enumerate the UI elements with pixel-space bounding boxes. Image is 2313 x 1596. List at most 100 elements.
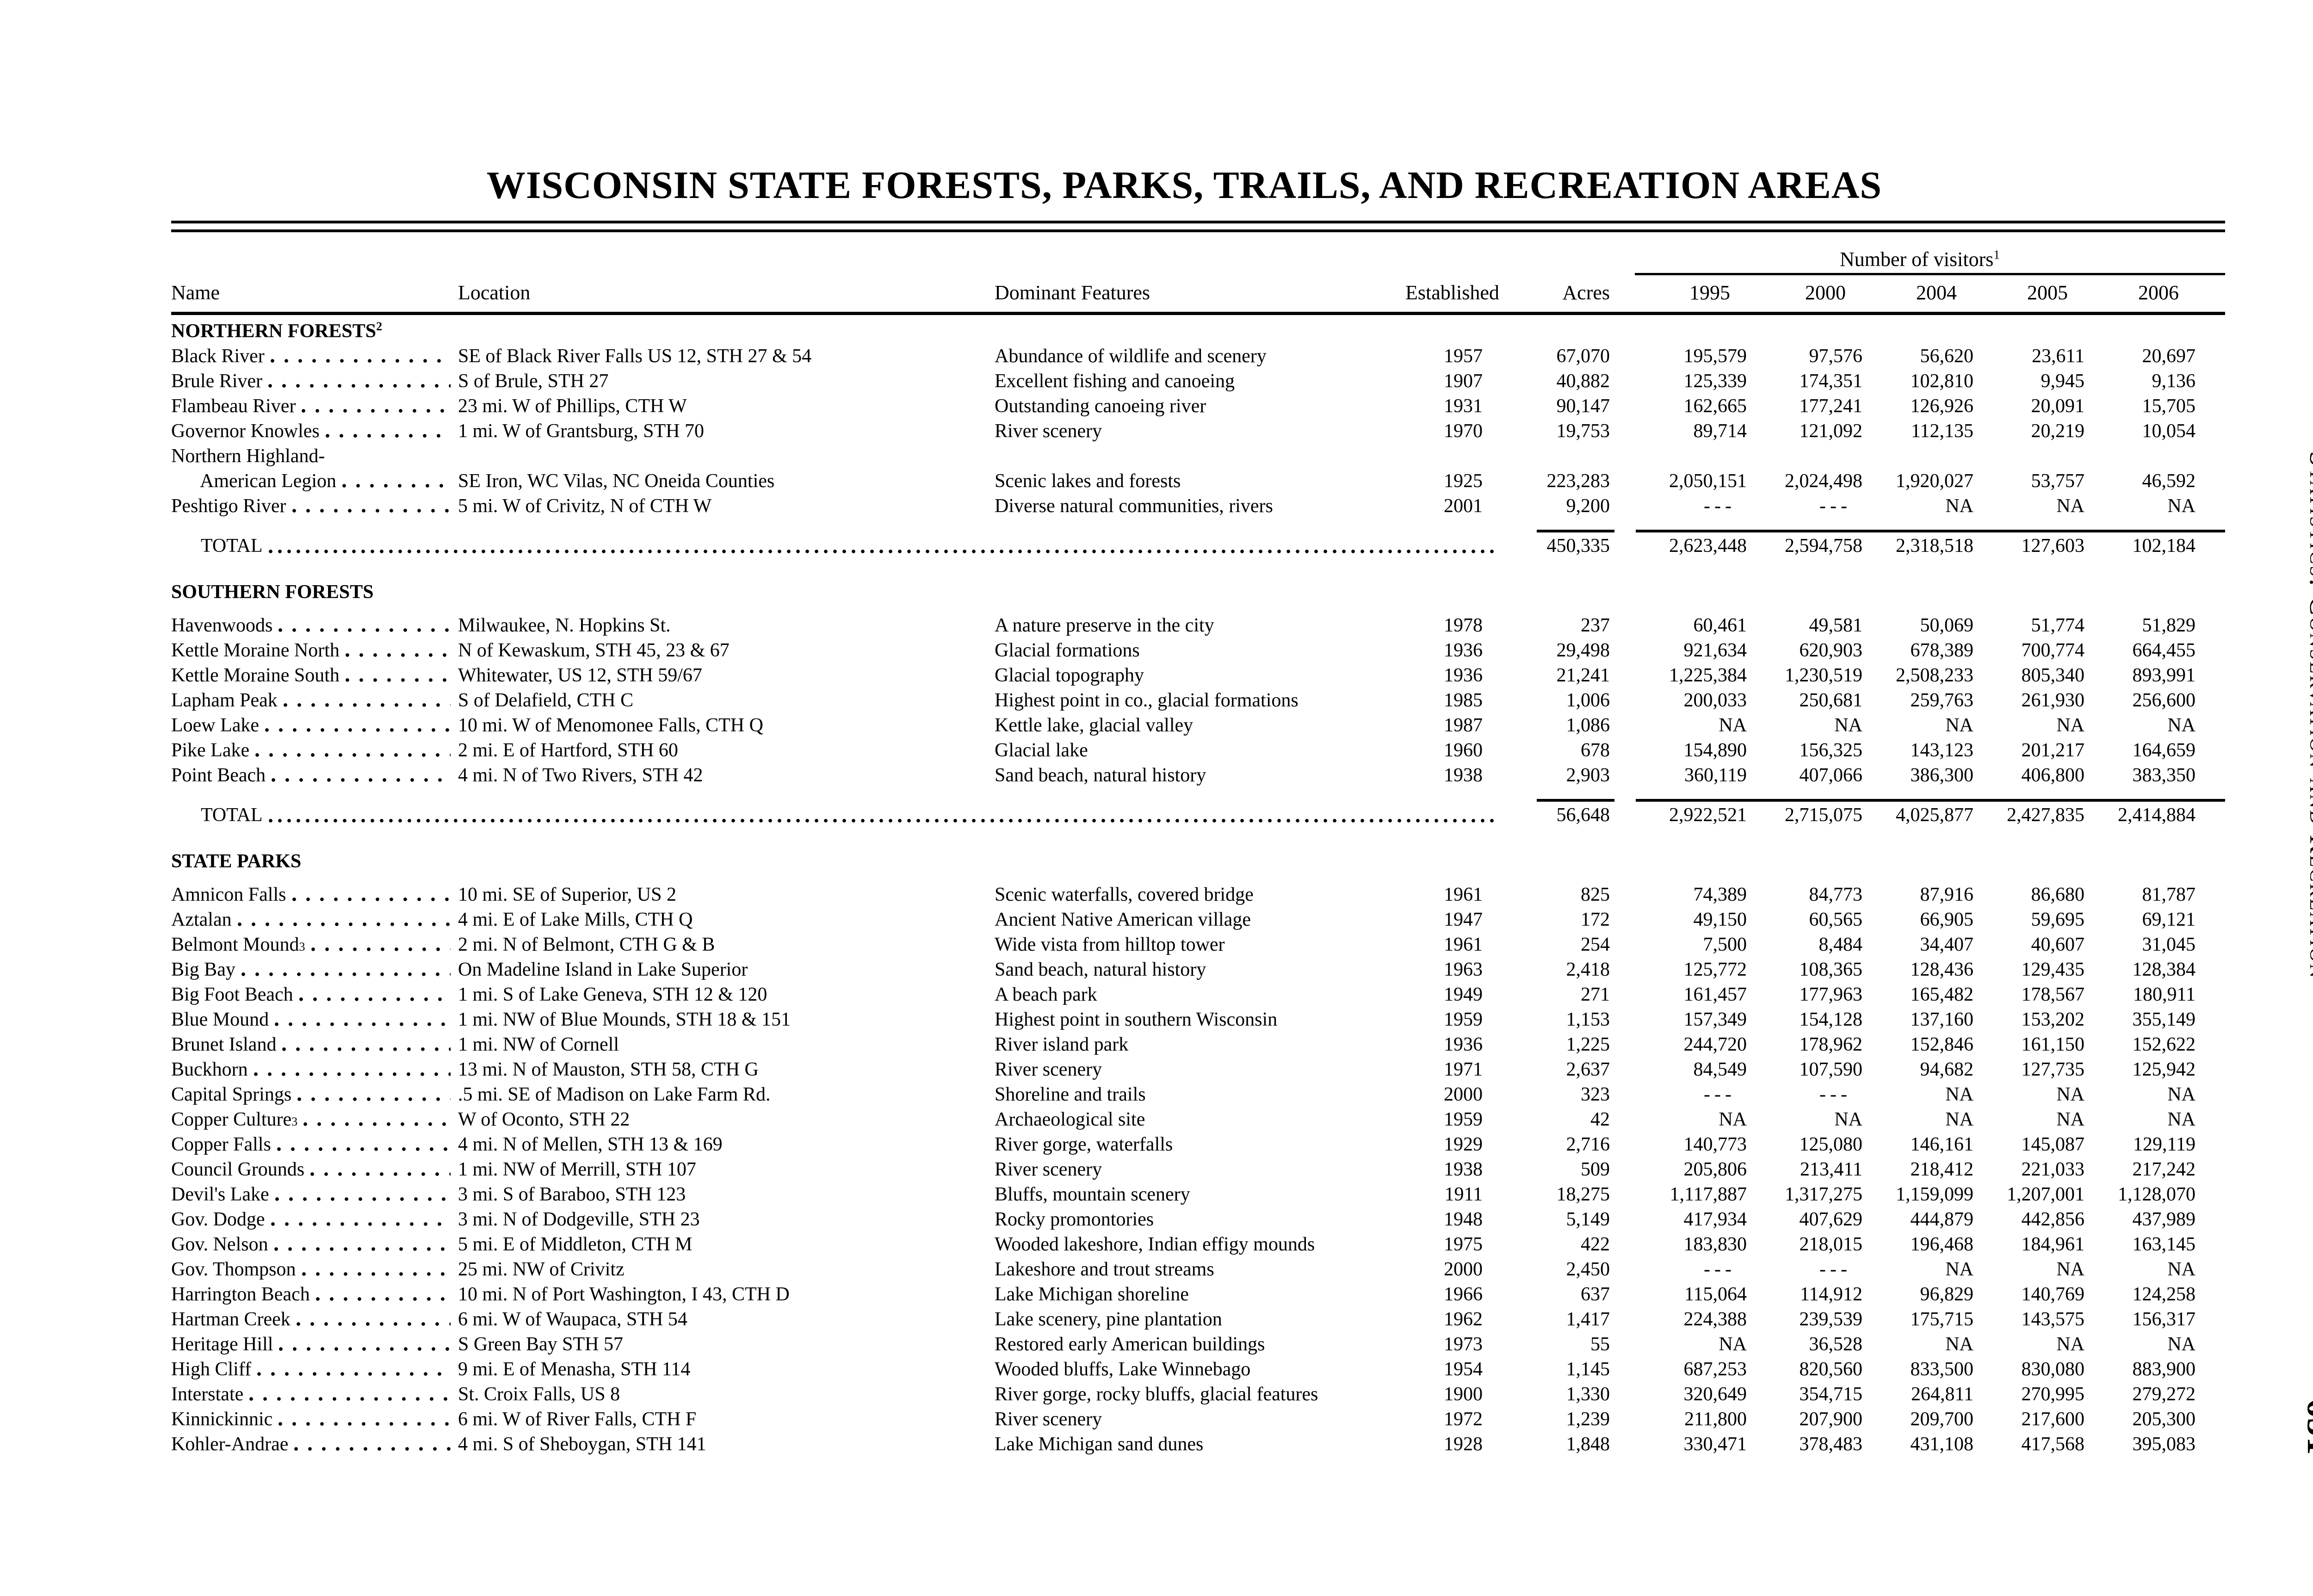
park-name: Point Beach (171, 765, 266, 786)
park-name: Interstate (171, 1384, 244, 1405)
acres-cell: 2,418 (1566, 959, 1610, 980)
established-cell: 2000 (1444, 1259, 1483, 1280)
leader-dots (268, 383, 451, 389)
section-heading-row: STATE PARKS (171, 849, 2197, 874)
visitors-1995-cell: 125,339 (1683, 371, 1747, 392)
visitors-1995-cell: 1,117,887 (1670, 1184, 1747, 1205)
park-name-cell: Hartman Creek (171, 1307, 458, 1332)
park-name-cell: Blue Mound (171, 1007, 458, 1032)
features-cell: River gorge, rocky bluffs, glacial featu… (995, 1384, 1318, 1405)
leader-dots (297, 1096, 451, 1102)
established-cell (1365, 444, 1503, 469)
total-2005-cell: 127,603 (2021, 535, 2085, 557)
total-rule-row (171, 791, 2225, 802)
table-row: Blue Mound 1 mi. NW of Blue Mounds, STH … (171, 1007, 2197, 1032)
acres-cell: 678 (1581, 740, 1610, 761)
leader-dots (265, 727, 451, 733)
visitors-2005-cell: NA (2056, 1109, 2084, 1130)
park-name-cell: Devil's Lake (171, 1182, 458, 1207)
visitors-2000-cell: 407,629 (1799, 1209, 1863, 1230)
location-cell: .5 mi. SE of Madison on Lake Farm Rd. (458, 1084, 771, 1105)
park-name: Kettle Moraine South (171, 665, 340, 686)
visitors-1995-cell: 115,064 (1684, 1284, 1747, 1305)
table-row: Copper Culture 3 W of Oconto, STH 22 Arch… (171, 1107, 2197, 1132)
total-acres-cell: 450,335 (1546, 535, 1610, 557)
visitors-2004-cell: 218,412 (1910, 1159, 1974, 1180)
leader-dots (345, 652, 451, 658)
features-cell: Lakeshore and trout streams (995, 1259, 1214, 1280)
table-row: Gov. Nelson 5 mi. E of Middleton, CTH M … (171, 1232, 2197, 1257)
acres-cell: 40,882 (1556, 371, 1610, 392)
visitors-2005-cell (1975, 444, 2086, 469)
visitors-2000-cell: 174,351 (1799, 371, 1863, 392)
visitors-2004-cell: 96,829 (1920, 1284, 1974, 1305)
visitors-2000-cell: 354,715 (1799, 1384, 1863, 1405)
features-cell: A beach park (995, 984, 1097, 1005)
location-cell (458, 444, 995, 469)
visitors-2005-cell: NA (2056, 1259, 2084, 1280)
park-name-cell: Copper Falls (171, 1132, 458, 1157)
features-cell: Wooded bluffs, Lake Winnebago (995, 1359, 1251, 1380)
park-name: Loew Lake (171, 715, 260, 736)
visitors-1995-cell: 211,800 (1684, 1409, 1747, 1430)
park-name: Kettle Moraine North (171, 640, 340, 661)
visitors-2000-cell: 154,128 (1799, 1009, 1863, 1030)
park-name-cell: Capital Springs (171, 1082, 458, 1107)
visitors-1995-cell: 1,225,384 (1669, 665, 1747, 686)
park-name-cell: Brule River (171, 369, 458, 394)
visitors-2005-cell: 153,202 (2021, 1009, 2085, 1030)
acres-cell: 271 (1581, 984, 1610, 1005)
table-row: Kinnickinnic 6 mi. W of River Falls, CTH… (171, 1407, 2197, 1432)
location-cell: 10 mi. W of Menomonee Falls, CTH Q (458, 715, 763, 736)
established-cell: 1929 (1444, 1134, 1483, 1155)
acres-cell: 2,637 (1566, 1059, 1610, 1080)
location-cell: 25 mi. NW of Crivitz (458, 1259, 625, 1280)
location-cell: 2 mi. N of Belmont, CTH G & B (458, 934, 715, 955)
table-row: Harrington Beach 10 mi. N of Port Washin… (171, 1282, 2197, 1307)
visitors-2004-cell: 1,159,099 (1896, 1184, 1973, 1205)
table-row: Big Foot Beach 1 mi. S of Lake Geneva, S… (171, 982, 2197, 1007)
leader-dots (301, 1271, 451, 1277)
park-name-cell: Havenwoods (171, 613, 458, 638)
park-name-cell: Gov. Thompson (171, 1257, 458, 1282)
leader-dots (241, 971, 451, 977)
visitors-2005-cell: 140,769 (2021, 1284, 2085, 1305)
table-row: Big Bay On Madeline Island in Lake Super… (171, 957, 2197, 982)
visitors-2004-cell: 444,879 (1910, 1209, 1974, 1230)
park-name-cell: Harrington Beach (171, 1282, 458, 1307)
visitors-1995-cell: 84,549 (1693, 1059, 1747, 1080)
visitors-1995-cell: NA (1719, 715, 1747, 736)
established-cell: 1936 (1444, 665, 1483, 686)
visitors-2005-cell: 53,757 (2031, 470, 2085, 492)
visitors-2005-cell: 201,217 (2021, 740, 2085, 761)
park-name-cell: Aztalan (171, 907, 458, 932)
features-cell: River scenery (995, 1059, 1102, 1080)
established-cell: 1938 (1444, 765, 1483, 786)
visitors-2006-cell: 51,829 (2142, 615, 2196, 636)
visitors-2006-cell: 125,942 (2132, 1059, 2196, 1080)
location-cell: 13 mi. N of Mauston, STH 58, CTH G (458, 1059, 759, 1080)
established-cell: 2001 (1444, 495, 1483, 517)
visitors-1995-cell: 200,033 (1683, 690, 1747, 711)
visitors-1995-cell: 244,720 (1683, 1034, 1747, 1055)
column-header-established: Established (1405, 281, 1499, 304)
established-cell: 1954 (1444, 1359, 1483, 1380)
location-cell: 5 mi. W of Crivitz, N of CTH W (458, 495, 712, 517)
visitors-total-rule (1636, 521, 2225, 532)
visitors-2006-cell: 1,128,070 (2118, 1184, 2195, 1205)
visitors-2006-cell: 124,258 (2132, 1284, 2196, 1305)
park-name: Copper Falls (171, 1134, 271, 1155)
acres-cell: 509 (1581, 1159, 1610, 1180)
visitors-2004-cell: 209,700 (1910, 1409, 1974, 1430)
features-cell: Glacial topography (995, 665, 1144, 686)
visitors-2005-cell: 1,207,001 (2007, 1184, 2084, 1205)
visitors-1995-cell: 154,890 (1683, 740, 1747, 761)
visitors-2005-cell: 270,995 (2021, 1384, 2085, 1405)
leader-dots (271, 777, 451, 783)
total-2000-cell: 2,594,758 (1785, 535, 1862, 557)
visitors-2000-cell: 407,066 (1799, 765, 1863, 786)
table-row: Interstate St. Croix Falls, US 8 River g… (171, 1382, 2197, 1407)
park-name: Black River (171, 346, 265, 367)
visitors-2006-cell: 893,991 (2132, 665, 2196, 686)
visitors-2000-cell: 1,317,275 (1785, 1184, 1862, 1205)
